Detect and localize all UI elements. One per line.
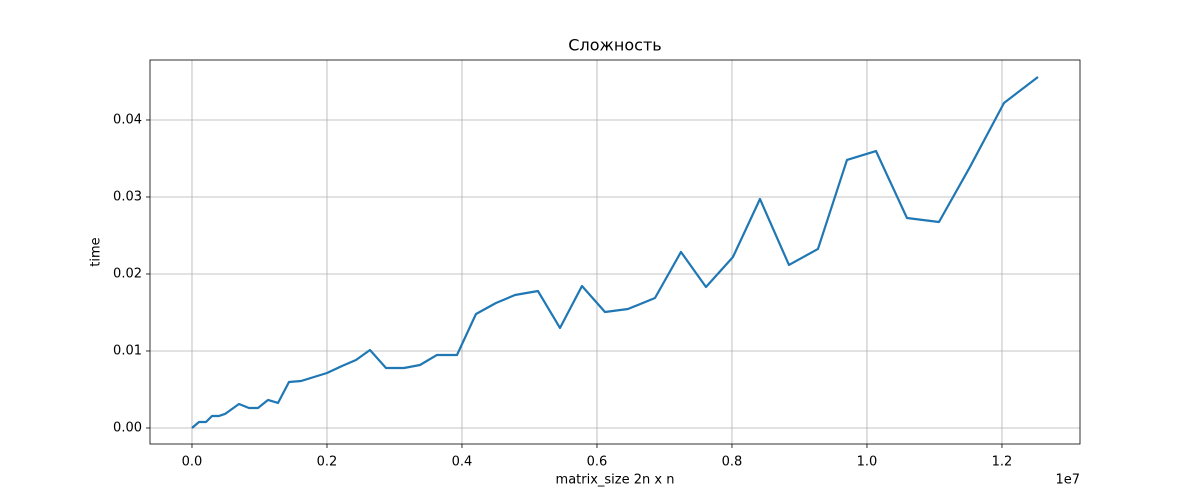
y-tick-label: 0.02 xyxy=(113,266,142,281)
x-tick-label: 0.2 xyxy=(317,455,338,470)
x-tick-label: 0.8 xyxy=(722,455,743,470)
x-axis-label: matrix_size 2n x n xyxy=(556,473,675,488)
x-tick-label: 1.2 xyxy=(992,455,1013,470)
chart-title: Сложность xyxy=(568,36,661,55)
y-tick-label: 0.00 xyxy=(113,420,142,435)
y-tick-label: 0.03 xyxy=(113,189,142,204)
y-tick-label: 0.04 xyxy=(113,112,142,127)
x-tick-label: 1.0 xyxy=(857,455,878,470)
y-axis-label: time xyxy=(89,237,104,266)
y-tick-label: 0.01 xyxy=(113,343,142,358)
data-line xyxy=(191,76,1039,429)
x-tick-label: 0.4 xyxy=(452,455,473,470)
x-tick-label: 0.6 xyxy=(587,455,608,470)
x-offset-label: 1e7 xyxy=(1055,473,1080,488)
plot-frame xyxy=(149,59,1081,445)
x-tick-label: 0.0 xyxy=(182,455,203,470)
